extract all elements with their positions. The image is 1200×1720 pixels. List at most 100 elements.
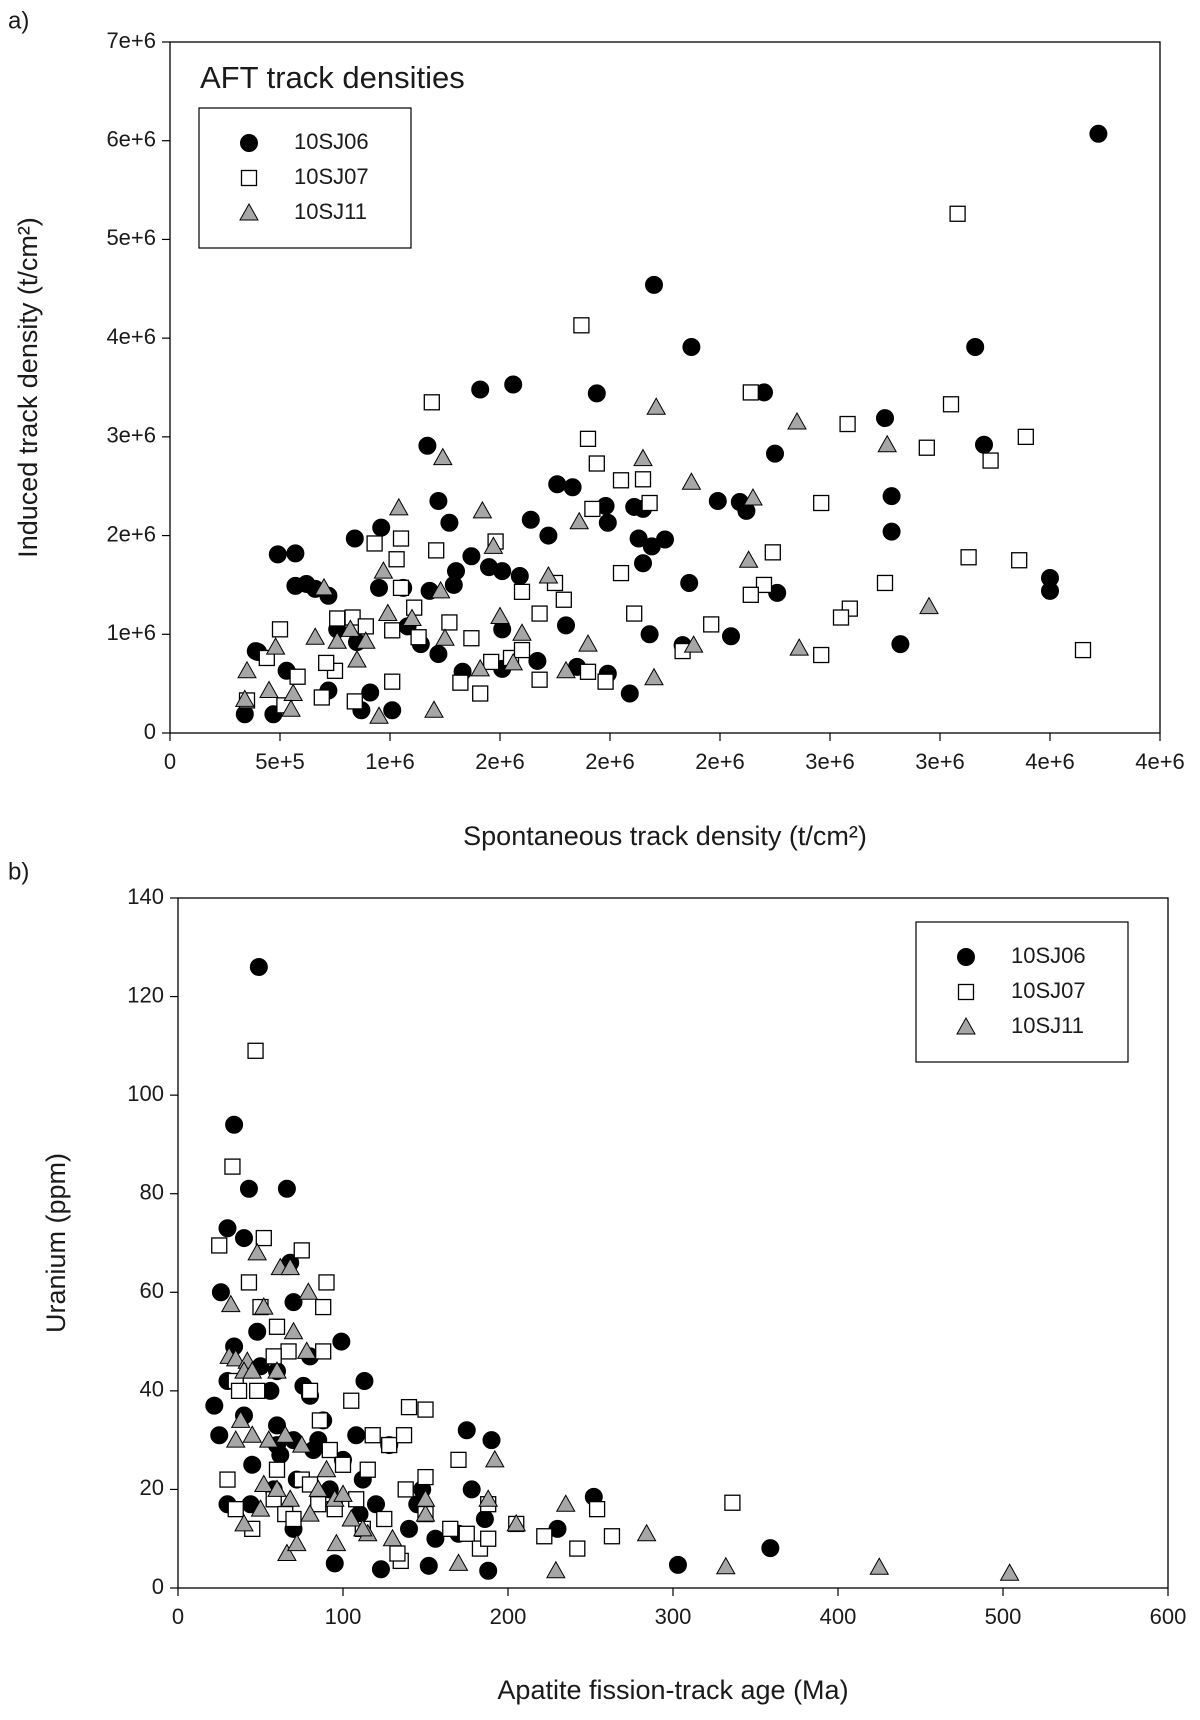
point <box>239 1179 258 1198</box>
point <box>472 685 489 702</box>
point <box>743 488 763 506</box>
y-tick-label: 120 <box>127 982 164 1007</box>
x-tick-label: 2e+6 <box>585 749 635 774</box>
point <box>225 1430 246 1448</box>
point <box>462 1480 481 1499</box>
point <box>283 1321 304 1340</box>
point <box>982 452 999 469</box>
point <box>432 447 453 466</box>
point <box>298 1282 319 1300</box>
legend-box <box>915 921 1129 1063</box>
point <box>722 627 740 646</box>
point <box>321 1441 338 1459</box>
point <box>579 430 597 447</box>
point <box>281 699 301 717</box>
point <box>708 492 727 511</box>
point <box>265 637 286 655</box>
point <box>224 1158 241 1175</box>
point <box>626 605 643 622</box>
point <box>419 1556 438 1575</box>
x-axis-label: Apatite fission-track age (Ma) <box>497 1675 848 1705</box>
point <box>512 623 532 641</box>
point <box>293 1242 310 1259</box>
point <box>521 510 540 529</box>
legend-label: 10SJ07 <box>294 164 369 189</box>
point <box>430 580 451 599</box>
point <box>355 1372 374 1390</box>
point <box>1041 581 1059 600</box>
point <box>219 1471 236 1488</box>
point <box>918 439 935 456</box>
point <box>389 1545 406 1562</box>
point <box>471 380 490 399</box>
point <box>318 654 335 672</box>
point <box>388 497 409 516</box>
point <box>513 641 531 659</box>
x-tick-label: 0 <box>164 749 176 774</box>
point <box>253 1297 274 1315</box>
point <box>326 1533 347 1552</box>
point <box>579 663 597 680</box>
point <box>355 631 376 649</box>
point <box>364 1427 381 1444</box>
point <box>248 1322 267 1341</box>
point <box>211 1237 228 1254</box>
point <box>478 1489 499 1507</box>
point <box>377 603 398 622</box>
point <box>480 558 498 577</box>
point <box>483 536 504 554</box>
point <box>506 1513 527 1532</box>
point <box>435 628 455 646</box>
point <box>314 577 334 596</box>
y-tick-label: 100 <box>127 1081 164 1106</box>
point <box>392 579 410 597</box>
point <box>1017 428 1034 446</box>
point <box>220 1294 241 1313</box>
point <box>656 530 674 549</box>
point <box>483 653 500 671</box>
point <box>644 667 664 686</box>
point <box>423 394 440 411</box>
point <box>424 700 444 718</box>
legend-label: 10SJ11 <box>1011 1013 1084 1038</box>
point <box>291 1435 312 1453</box>
point <box>578 634 598 652</box>
point <box>249 1382 266 1400</box>
point <box>598 513 617 532</box>
point <box>569 511 590 530</box>
point <box>528 651 547 670</box>
point <box>286 544 305 563</box>
x-tick-label: 2e+6 <box>695 749 745 774</box>
point <box>832 609 850 626</box>
point <box>343 1392 360 1409</box>
y-tick-label: 3e+6 <box>106 423 156 448</box>
panel-label: a) <box>8 7 29 34</box>
point <box>503 652 524 671</box>
point <box>766 444 784 463</box>
point <box>612 564 630 582</box>
x-tick-label: 400 <box>820 1604 857 1629</box>
plot-frame <box>177 897 1169 1589</box>
point <box>329 610 346 627</box>
point <box>395 1427 413 1444</box>
point <box>277 1543 297 1561</box>
point <box>742 384 759 401</box>
point <box>311 1412 329 1429</box>
y-tick-label: 20 <box>140 1475 164 1500</box>
point <box>225 1115 244 1134</box>
point <box>634 554 652 573</box>
point <box>210 1426 229 1445</box>
legend-marker <box>957 983 975 1001</box>
x-tick-label: 3e+6 <box>805 749 855 774</box>
point <box>289 668 306 685</box>
point <box>640 625 659 644</box>
point <box>636 1523 657 1542</box>
point <box>531 671 548 688</box>
point <box>383 701 402 720</box>
point <box>268 1461 286 1478</box>
point <box>738 550 759 568</box>
point <box>703 616 720 633</box>
point <box>668 1555 687 1574</box>
point <box>482 1431 501 1450</box>
point <box>999 1563 1020 1581</box>
